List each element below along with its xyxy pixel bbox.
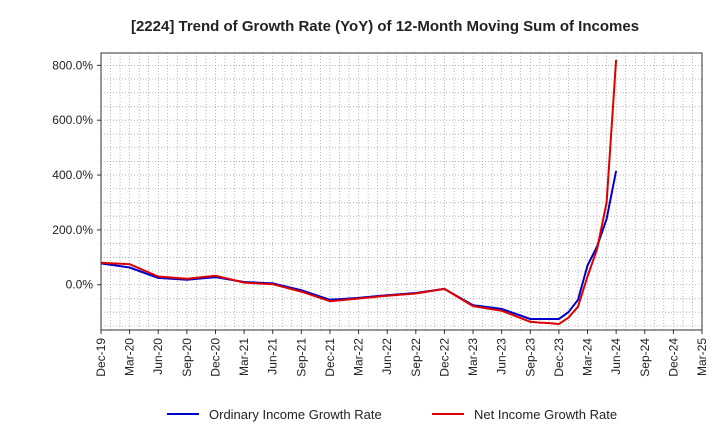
x-tick-label: Mar-25 (695, 338, 709, 376)
x-tick-label: Sep-21 (294, 338, 308, 377)
series-line-net-income (100, 59, 618, 325)
x-tick-label: Jun-20 (151, 338, 165, 375)
x-tick-label: Sep-22 (409, 338, 423, 377)
y-tick-label: 0.0% (66, 278, 94, 292)
legend: Ordinary Income Growth Rate Net Income Gr… (167, 407, 617, 422)
x-tick-label: Dec-21 (323, 338, 337, 377)
legend-label: Ordinary Income Growth Rate (209, 407, 382, 422)
series-layer (100, 59, 618, 325)
x-axis: Dec-19 Mar-20 Jun-20 Sep-20 Dec-20 Mar-21 Jun-… (94, 330, 709, 377)
x-tick-label: Sep-23 (523, 338, 537, 377)
x-tick-label: Mar-22 (352, 338, 366, 376)
x-tick-label: Dec-19 (94, 338, 108, 377)
y-tick-label: 200.0% (52, 223, 93, 237)
x-tick-label: Mar-23 (466, 338, 480, 376)
plot-frame (100, 52, 703, 331)
y-tick-label: 600.0% (52, 113, 93, 127)
x-tick-label: Dec-23 (552, 338, 566, 377)
x-tick-label: Dec-22 (437, 338, 451, 377)
y-tick-label: 800.0% (52, 58, 93, 72)
x-tick-label: Jun-22 (380, 338, 394, 375)
y-axis: 0.0% 200.0% 400.0% 600.0% 800.0% (52, 58, 101, 292)
grid (100, 53, 703, 330)
x-tick-label: Dec-20 (208, 338, 222, 377)
y-tick-label: 400.0% (52, 168, 93, 182)
x-tick-label: Jun-24 (609, 338, 623, 375)
x-tick-label: Mar-24 (581, 338, 595, 376)
x-tick-label: Jun-23 (495, 338, 509, 375)
legend-label: Net Income Growth Rate (474, 407, 617, 422)
x-tick-label: Dec-24 (666, 338, 680, 377)
x-tick-label: Mar-20 (123, 338, 137, 376)
x-tick-label: Sep-20 (180, 338, 194, 377)
x-tick-label: Mar-21 (237, 338, 251, 376)
chart-title: [2224] Trend of Growth Rate (YoY) of 12-… (131, 18, 639, 35)
x-tick-label: Jun-21 (266, 338, 280, 375)
x-tick-label: Sep-24 (638, 338, 652, 377)
